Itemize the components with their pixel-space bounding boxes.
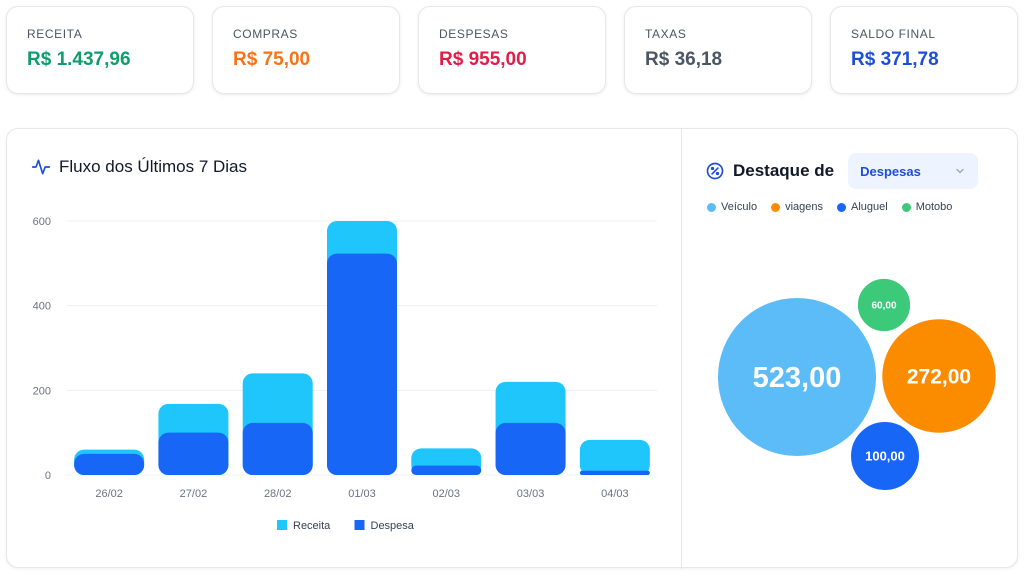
kpi-saldo-final: SALDO FINAL R$ 371,78 <box>830 6 1018 94</box>
legend-dot <box>771 202 781 212</box>
legend-label: viagens <box>785 201 824 213</box>
flow-title: Fluxo dos Últimos 7 Dias <box>59 157 248 176</box>
legend-dot <box>901 202 911 212</box>
bar-despesa-2[interactable] <box>242 422 313 475</box>
category-select-value: Despesas <box>860 163 921 179</box>
percent-icon <box>706 162 724 180</box>
bubble-label: 100,00 <box>865 449 905 464</box>
y-tick-label: 0 <box>45 470 51 482</box>
kpi-value: R$ 371,78 <box>851 49 939 70</box>
legend-swatch <box>354 520 365 530</box>
legend-dot <box>707 202 716 212</box>
legend-label[interactable]: Receita <box>293 520 331 532</box>
bubble-label: 60,00 <box>871 301 896 312</box>
y-tick-label: 400 <box>33 301 51 313</box>
kpi-taxas: TAXAS R$ 36,18 <box>624 6 812 94</box>
x-tick-label: 02/03 <box>433 488 461 500</box>
kpi-label: COMPRAS <box>233 27 298 41</box>
bubble-legend-item[interactable]: Veículo <box>707 201 757 213</box>
bubble-label: 523,00 <box>753 362 842 394</box>
bubble-circle <box>855 276 913 334</box>
kpi-label: DESPESAS <box>439 27 509 41</box>
kpi-label: RECEITA <box>27 27 83 41</box>
bar-despesa-0[interactable] <box>74 453 145 475</box>
panel-divider <box>681 129 682 569</box>
x-tick-label: 04/03 <box>601 488 629 500</box>
bar-legend: Receita Despesa <box>277 520 415 532</box>
bubble-legend-item[interactable]: viagens <box>771 201 823 213</box>
bubble-label: 272,00 <box>907 365 971 388</box>
kpi-label: TAXAS <box>645 27 687 41</box>
bubble-motobo[interactable]: 60,00 <box>855 276 913 334</box>
bubble-circle <box>849 420 921 492</box>
category-select[interactable]: Despesas <box>848 153 979 189</box>
x-tick-label: 01/03 <box>348 488 376 500</box>
bar-receita-6[interactable] <box>579 439 650 475</box>
x-tick-label: 26/02 <box>95 488 123 500</box>
bubble-circle <box>880 317 998 435</box>
bar-despesa-3[interactable] <box>327 253 397 475</box>
flow-bar-chart: 0 200 400 600 26/02 27/02 28/02 01/03 02/03 03/03… <box>33 216 657 532</box>
kpi-row: RECEITA R$ 1.437,96 COMPRAS R$ 75,00 DES… <box>6 6 1018 94</box>
bubble-chart: 523,00 272,00 100,00 60,00 <box>716 276 998 492</box>
flow-header: Fluxo dos Últimos 7 Dias <box>31 157 247 177</box>
bubble-circle <box>716 296 878 458</box>
destaque-title: Destaque de <box>733 161 835 180</box>
bar-despesa-6[interactable] <box>579 470 650 475</box>
x-tick-label: 27/02 <box>180 488 208 500</box>
bar-despesa-4[interactable] <box>411 465 482 475</box>
legend-label[interactable]: Despesa <box>371 520 415 532</box>
bubble-legend: Veículo viagens Aluguel Motobo <box>707 201 952 213</box>
kpi-value: R$ 1.437,96 <box>27 49 131 70</box>
bubble-veículo[interactable]: 523,00 <box>716 296 878 458</box>
bubble-aluguel[interactable]: 100,00 <box>849 420 921 492</box>
kpi-despesas: DESPESAS R$ 955,00 <box>418 6 606 94</box>
kpi-compras: COMPRAS R$ 75,00 <box>212 6 400 94</box>
kpi-label: SALDO FINAL <box>851 27 936 41</box>
x-tick-label: 28/02 <box>264 488 292 500</box>
kpi-value: R$ 36,18 <box>645 49 723 70</box>
bar-despesa-1[interactable] <box>158 432 229 475</box>
kpi-value: R$ 955,00 <box>439 49 527 70</box>
bubble-viagens[interactable]: 272,00 <box>880 317 998 435</box>
activity-icon <box>31 159 51 175</box>
x-tick-label: 03/03 <box>517 488 545 500</box>
chevron-down-icon <box>956 168 964 174</box>
legend-label: Aluguel <box>851 201 888 213</box>
kpi-receita: RECEITA R$ 1.437,96 <box>6 6 194 94</box>
bubble-legend-item[interactable]: Motobo <box>901 201 953 213</box>
legend-label: Veículo <box>721 201 758 213</box>
kpi-value: R$ 75,00 <box>233 49 311 70</box>
bubble-legend-item[interactable]: Aluguel <box>837 201 888 213</box>
y-tick-label: 200 <box>33 385 51 397</box>
bar-despesa-5[interactable] <box>495 422 566 475</box>
destaque-header: Destaque de Despesas <box>705 153 979 189</box>
legend-dot <box>837 202 847 212</box>
legend-label: Motobo <box>915 201 953 213</box>
legend-swatch <box>277 520 287 530</box>
y-tick-label: 600 <box>33 216 51 228</box>
charts-panel: Fluxo dos Últimos 7 Dias 0 200 400 600 26/02… <box>6 128 1018 569</box>
